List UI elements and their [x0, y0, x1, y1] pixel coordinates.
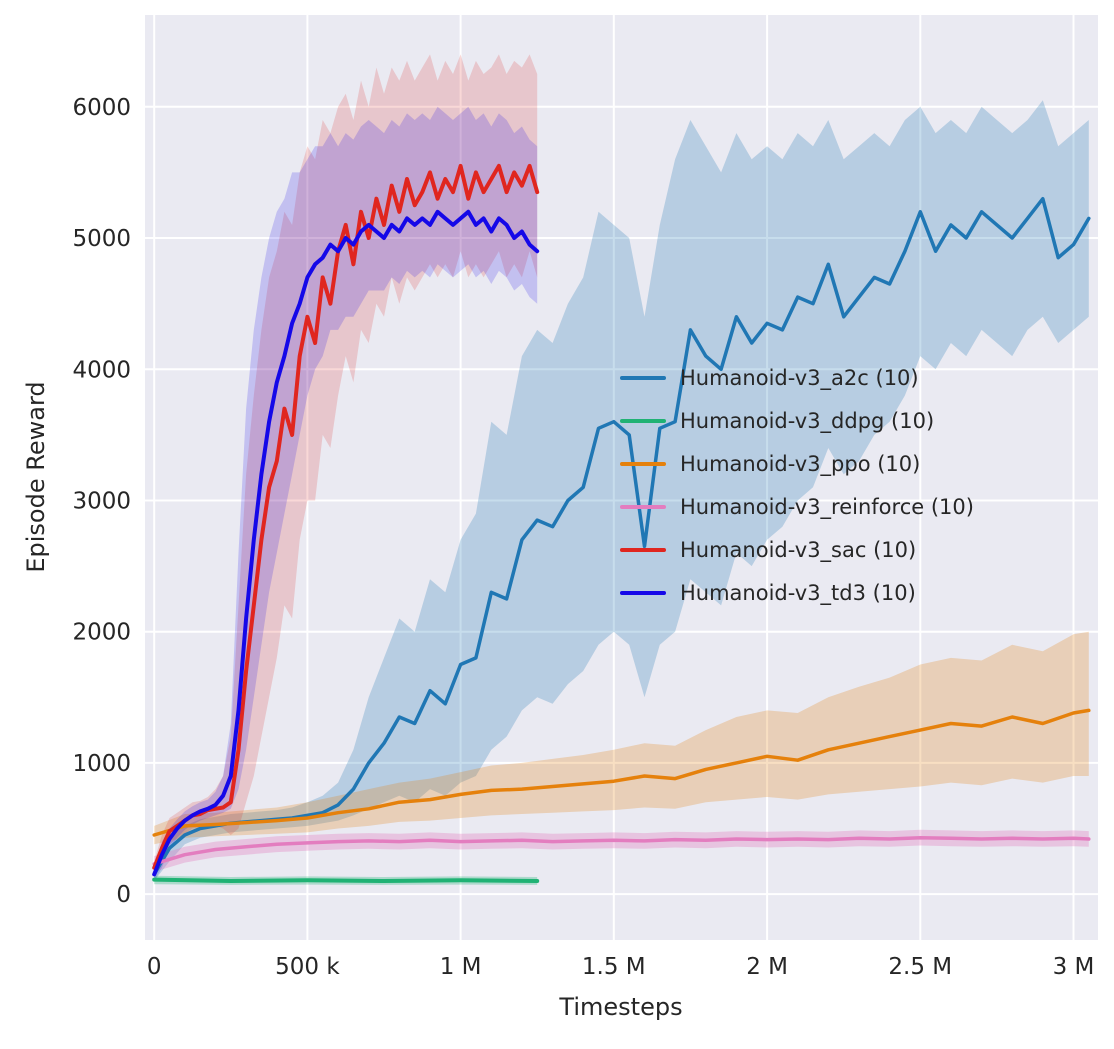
svg-text:0: 0 [147, 954, 162, 980]
svg-text:1000: 1000 [72, 751, 131, 777]
svg-text:3000: 3000 [72, 489, 131, 515]
y-axis-label: Episode Reward [22, 381, 50, 573]
legend-item-reinforce: Humanoid-v3_reinforce (10) [620, 485, 974, 528]
legend-item-ppo: Humanoid-v3_ppo (10) [620, 442, 974, 485]
legend-swatch-reinforce-icon [620, 504, 666, 509]
svg-text:1.5 M: 1.5 M [582, 954, 646, 980]
svg-text:4000: 4000 [72, 357, 131, 383]
legend-item-td3: Humanoid-v3_td3 (10) [620, 571, 974, 614]
legend-label-ppo: Humanoid-v3_ppo (10) [680, 451, 921, 476]
legend-label-reinforce: Humanoid-v3_reinforce (10) [680, 494, 974, 519]
legend-item-sac: Humanoid-v3_sac (10) [620, 528, 974, 571]
svg-text:500 k: 500 k [275, 954, 340, 980]
svg-text:1 M: 1 M [440, 954, 482, 980]
legend-item-ddpg: Humanoid-v3_ddpg (10) [620, 399, 974, 442]
svg-text:2 M: 2 M [746, 954, 788, 980]
svg-text:5000: 5000 [72, 226, 131, 252]
legend-swatch-ppo-icon [620, 461, 666, 466]
legend-item-a2c: Humanoid-v3_a2c (10) [620, 356, 974, 399]
svg-text:2.5 M: 2.5 M [888, 954, 952, 980]
svg-text:3 M: 3 M [1053, 954, 1095, 980]
x-axis-label: Timesteps [559, 993, 683, 1021]
legend-label-td3: Humanoid-v3_td3 (10) [680, 580, 916, 605]
svg-text:2000: 2000 [72, 620, 131, 646]
legend: Humanoid-v3_a2c (10) Humanoid-v3_ddpg (1… [620, 356, 974, 614]
legend-swatch-a2c-icon [620, 375, 666, 380]
legend-swatch-td3-icon [620, 590, 666, 595]
legend-label-ddpg: Humanoid-v3_ddpg (10) [680, 408, 935, 433]
legend-swatch-sac-icon [620, 547, 666, 552]
legend-swatch-ddpg-icon [620, 418, 666, 423]
svg-text:6000: 6000 [72, 95, 131, 121]
svg-text:0: 0 [116, 882, 131, 908]
legend-label-a2c: Humanoid-v3_a2c (10) [680, 365, 919, 390]
legend-label-sac: Humanoid-v3_sac (10) [680, 537, 917, 562]
